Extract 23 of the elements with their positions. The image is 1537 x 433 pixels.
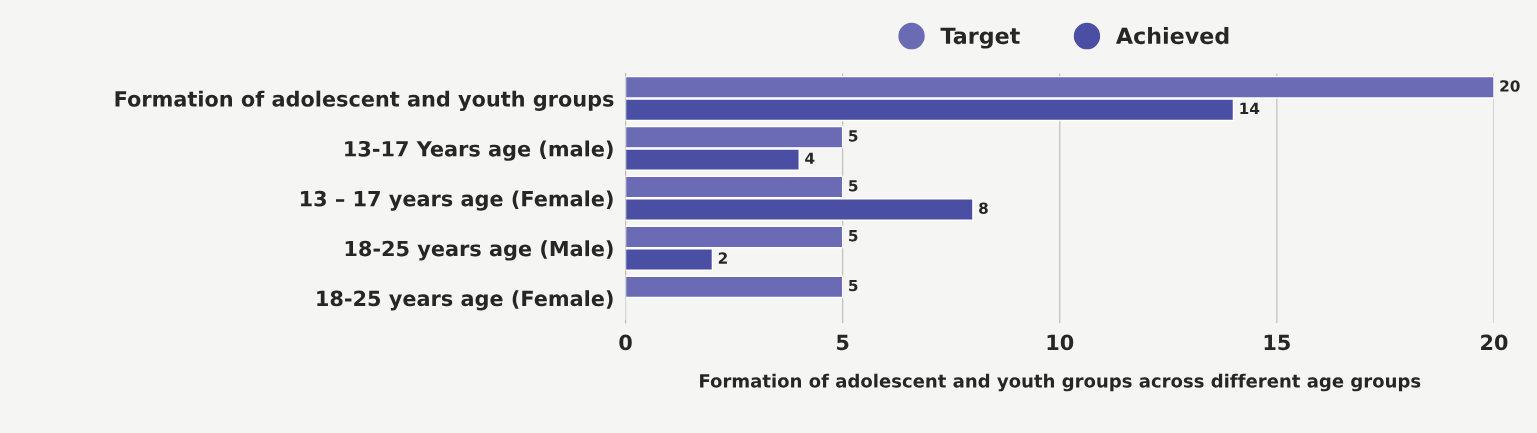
data-label: 5 [849, 279, 858, 292]
y-tick-label: 13 – 17 years age (Female) [300, 190, 613, 211]
data-label: 20 [1500, 80, 1520, 92]
y-tick-label: 18-25 years age (Female) [317, 290, 613, 311]
legend-label: Target [940, 27, 1020, 49]
data-label: 5 [849, 180, 858, 192]
x-tick-label: 20 [1481, 334, 1508, 351]
x-tick-label: 0 [619, 334, 632, 351]
data-label: 5 [849, 230, 858, 242]
y-tick-label: 18-25 years age (Male) [345, 240, 613, 261]
x-tick-label: 5 [837, 334, 849, 351]
data-label: 14 [1240, 102, 1260, 114]
data-label: 4 [805, 152, 815, 164]
data-label: 2 [718, 252, 727, 264]
data-label: 5 [849, 130, 858, 142]
y-tick-label: 13-17 Years age (male) [345, 140, 613, 161]
y-tick-label: Formation of adolescent and youth groups [115, 90, 614, 111]
bar [625, 275, 844, 299]
x-tick-label: 10 [1047, 334, 1074, 351]
x-tick-label: 15 [1264, 334, 1290, 351]
x-axis-title: Formation of adolescent and youth groups across different age groups [700, 373, 1421, 392]
data-label: 8 [979, 202, 988, 214]
legend-label: Achieved [1115, 26, 1229, 45]
